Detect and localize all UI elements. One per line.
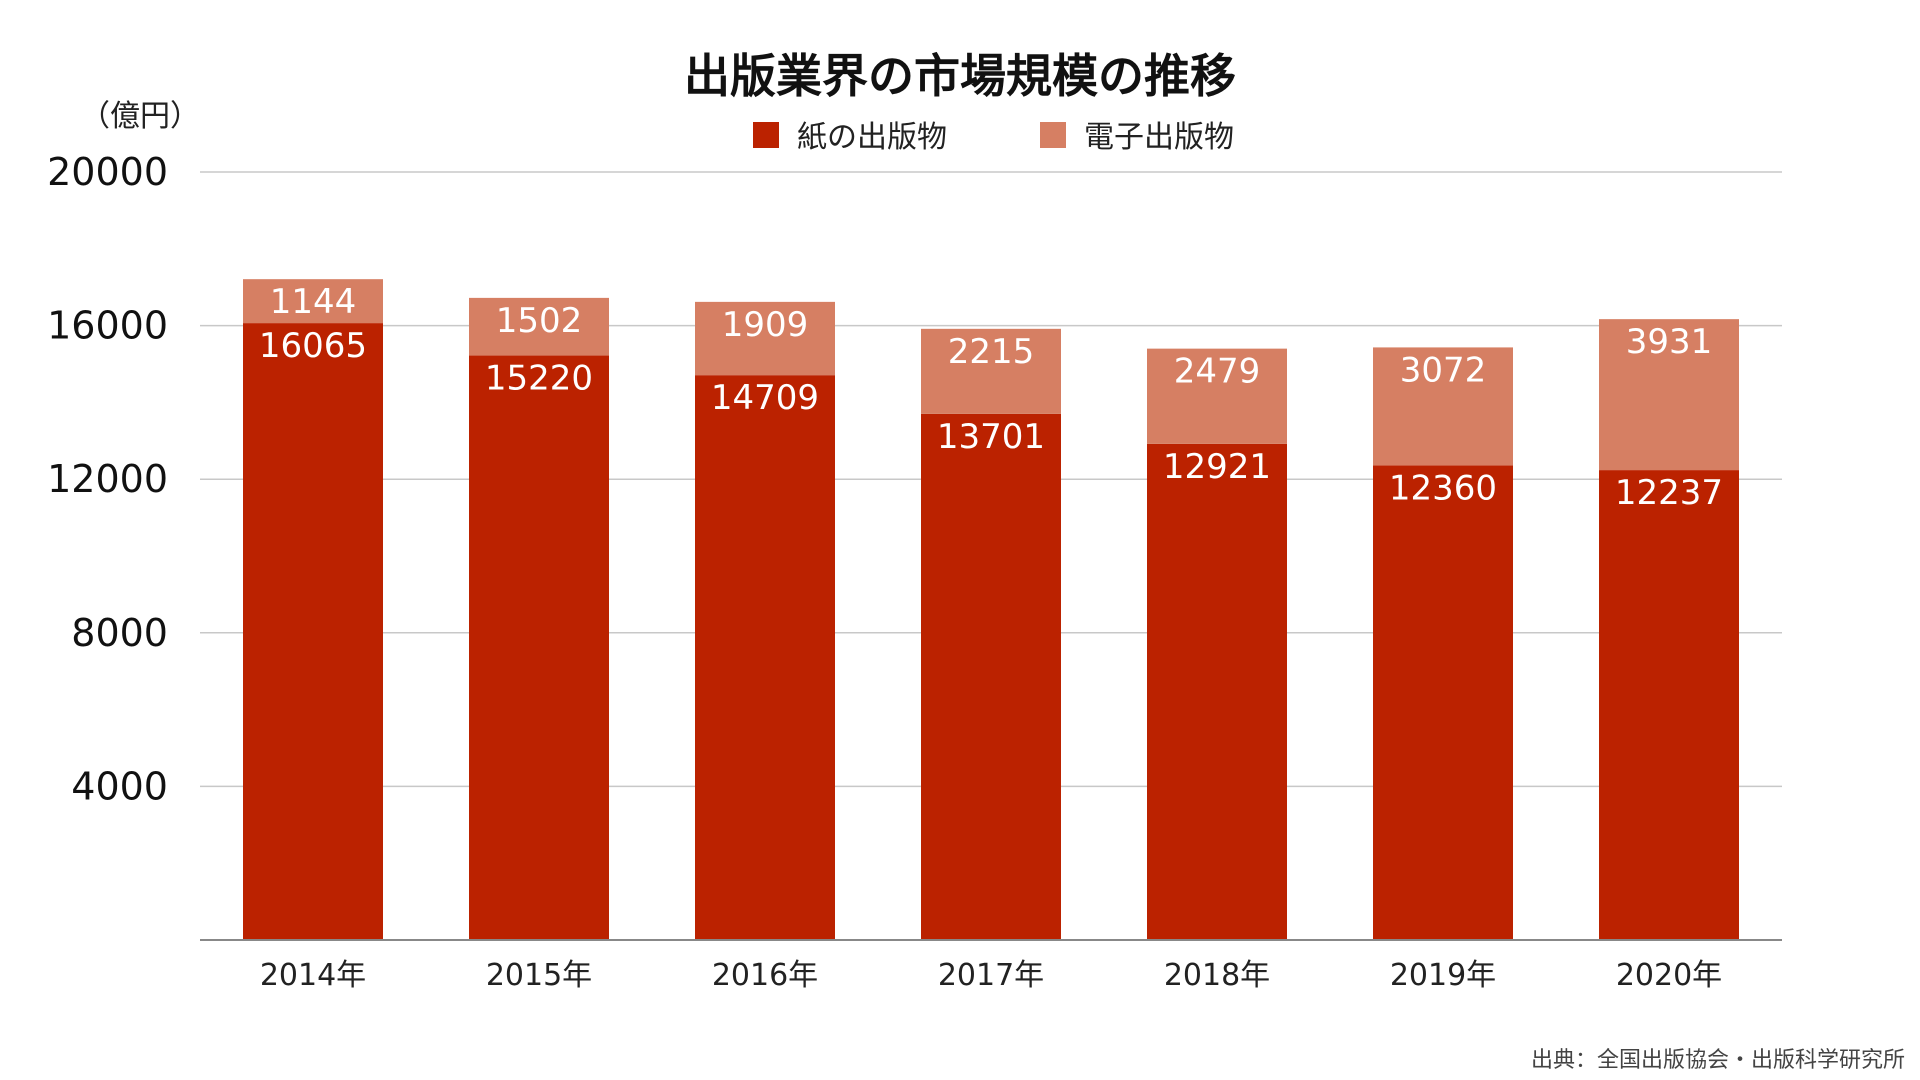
bar-digital	[1147, 348, 1287, 444]
data-label-paper: 15220	[485, 359, 593, 399]
y-tick-label: 4000	[71, 764, 168, 808]
x-tick-label: 2020年	[1616, 958, 1722, 993]
bar-paper	[695, 375, 835, 940]
data-label-paper: 14709	[711, 378, 819, 418]
data-label-paper: 12237	[1615, 473, 1723, 513]
bar-digital	[469, 297, 609, 356]
bar-digital	[1599, 319, 1739, 471]
bar-paper	[243, 323, 383, 940]
y-tick-label: 12000	[47, 457, 168, 501]
data-label-digital: 1909	[722, 305, 809, 345]
bar-paper	[921, 413, 1061, 940]
source-note: 出典：全国出版協会・出版科学研究所	[1531, 1048, 1905, 1073]
bars	[243, 279, 1739, 940]
data-label-paper: 12921	[1163, 447, 1271, 487]
data-label-digital: 2479	[1174, 352, 1261, 392]
bar-digital	[921, 328, 1061, 414]
legend-swatch-paper	[753, 122, 779, 148]
chart-title: 出版業界の市場規模の推移	[684, 49, 1236, 103]
bar-paper	[1599, 470, 1739, 940]
x-tick-label: 2015年	[486, 958, 592, 993]
data-label-paper: 16065	[259, 326, 367, 366]
legend-label-paper: 紙の出版物	[797, 120, 947, 155]
legend-swatch-digital	[1040, 122, 1066, 148]
y-tick-label: 20000	[47, 150, 168, 194]
data-label-digital: 3072	[1400, 350, 1487, 390]
bar-paper	[469, 355, 609, 940]
x-tick-label: 2019年	[1390, 958, 1496, 993]
x-tick-label: 2018年	[1164, 958, 1270, 993]
y-tick-label: 8000	[71, 611, 168, 655]
y-axis-unit-label: （億円）	[80, 99, 200, 134]
legend: 紙の出版物 電子出版物	[753, 120, 1234, 155]
x-tick-label: 2016年	[712, 958, 818, 993]
x-tick-label: 2014年	[260, 958, 366, 993]
y-axis-ticks: 20000 16000 12000 8000 4000	[47, 150, 168, 808]
data-label-digital: 2215	[948, 332, 1035, 372]
bar-digital	[1373, 347, 1513, 466]
data-label-paper: 13701	[937, 417, 1045, 457]
data-label-paper: 12360	[1389, 468, 1497, 508]
data-label-digital: 1502	[496, 301, 583, 341]
legend-label-digital: 電子出版物	[1084, 120, 1234, 155]
data-label-digital: 1144	[270, 282, 357, 322]
x-tick-label: 2017年	[938, 958, 1044, 993]
bar-paper	[1147, 443, 1287, 940]
bar-digital	[243, 279, 383, 324]
bar-digital	[695, 301, 835, 376]
y-tick-label: 16000	[47, 304, 168, 348]
bar-paper	[1373, 465, 1513, 940]
data-label-digital: 3931	[1626, 322, 1713, 362]
x-axis-ticks: 2014年 2015年 2016年 2017年 2018年 2019年 2020年	[260, 958, 1722, 993]
